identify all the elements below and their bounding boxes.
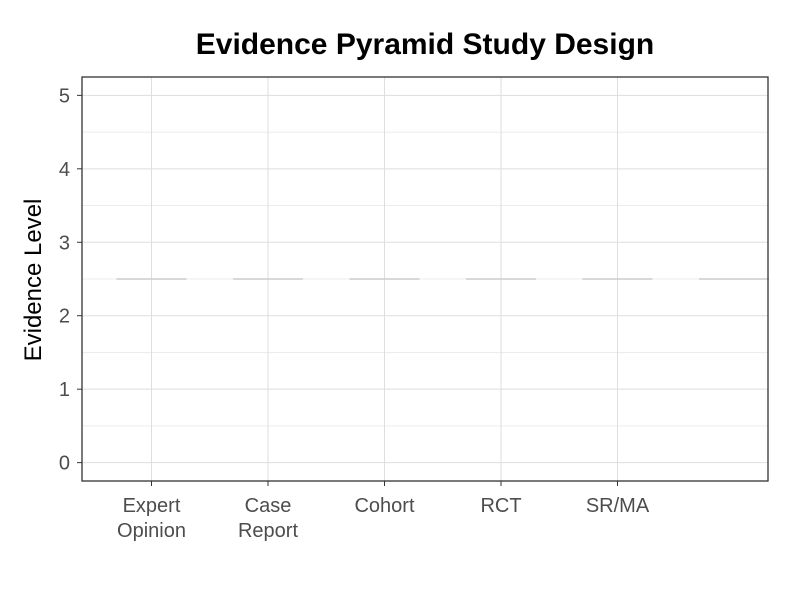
x-axis: Expert Opinion Case Report Cohort RCT SR/MA <box>117 481 650 542</box>
y-tick-label: 2 <box>59 306 70 328</box>
x-tick-label: Case Report <box>238 495 298 542</box>
x-tick-label: SR/MA <box>586 495 650 517</box>
y-tick-label: 4 <box>59 159 70 181</box>
y-tick-label: 1 <box>59 379 70 401</box>
y-tick-label: 3 <box>59 232 70 254</box>
y-tick-label: 5 <box>59 85 70 107</box>
chart-title: Evidence Pyramid Study Design <box>195 28 655 61</box>
y-axis: 0 1 2 3 4 5 <box>59 85 82 475</box>
x-tick-label: RCT <box>480 495 521 517</box>
x-tick-label: Cohort <box>354 495 414 517</box>
x-tick-label: Expert Opinion <box>117 495 186 542</box>
y-tick-label: 0 <box>59 453 70 475</box>
minor-gridlines <box>82 131 768 427</box>
panel-border <box>81 76 769 482</box>
